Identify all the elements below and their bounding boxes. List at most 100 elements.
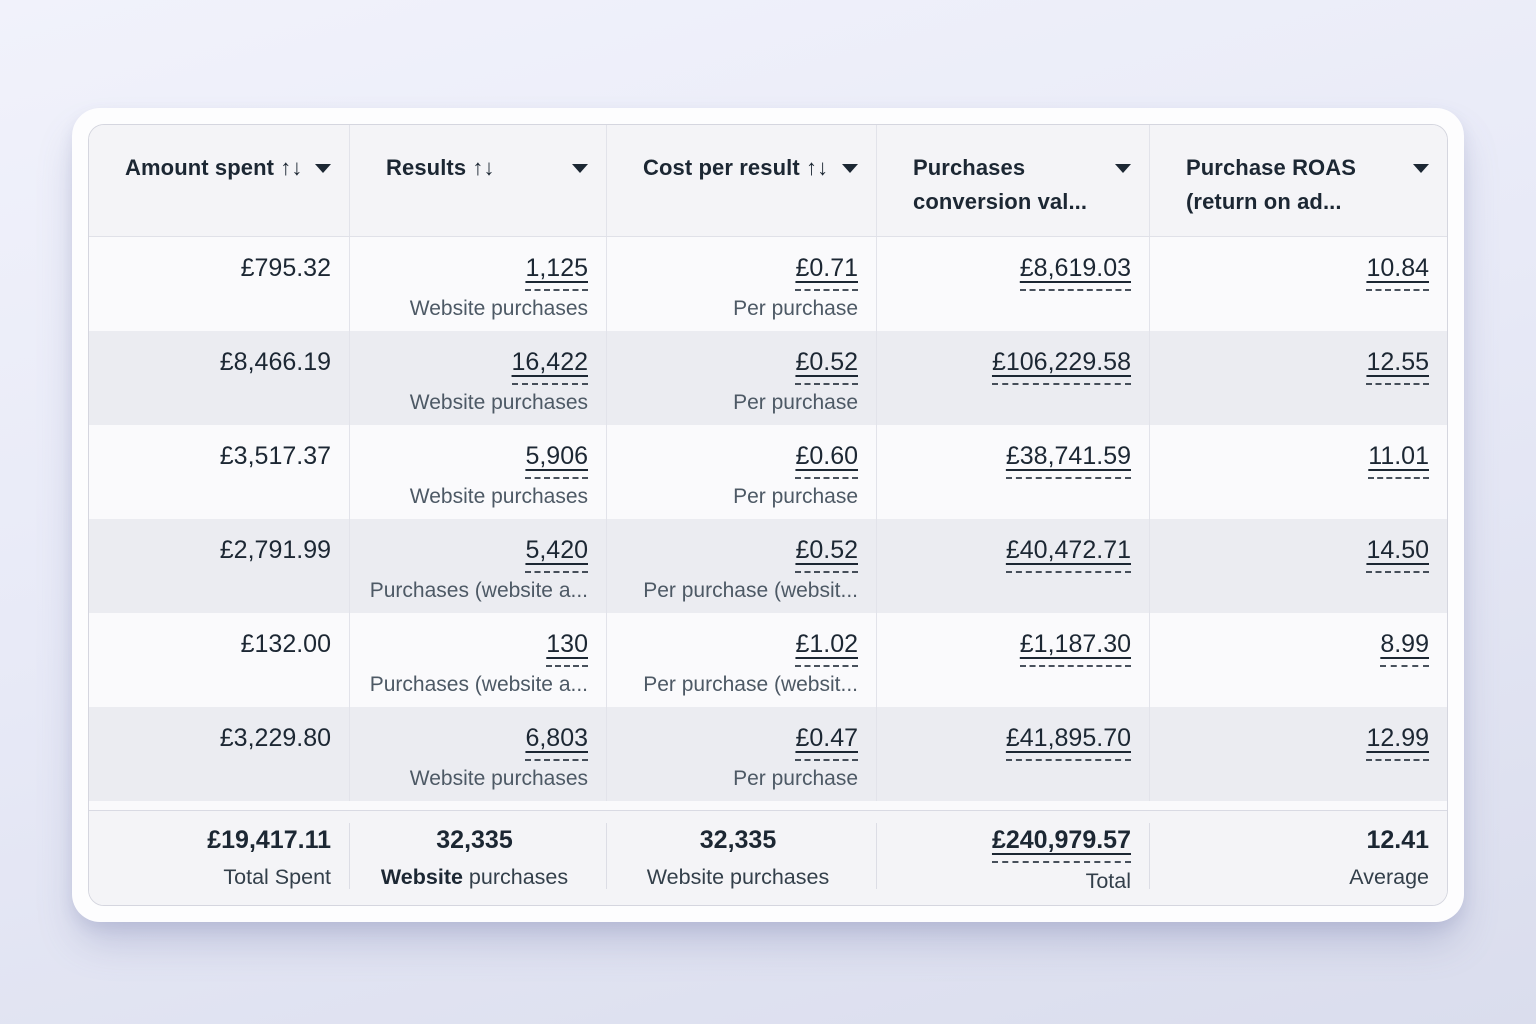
average-roas-label: Average bbox=[1349, 864, 1429, 889]
column-label: Purchase ROAS (return on ad... bbox=[1186, 155, 1357, 214]
total-cost-per-result-value: 32,335 bbox=[699, 825, 777, 854]
table-header-row: Amount spent ↑↓ Results ↑↓ Cost per resu… bbox=[89, 125, 1447, 237]
conversion-value-link[interactable]: £40,472.71 bbox=[1005, 531, 1131, 573]
conversion-value-link[interactable]: £41,895.70 bbox=[1005, 719, 1131, 761]
cost-per-result-type-label: Per purchase (websit... bbox=[643, 579, 858, 602]
conversion-value-link[interactable]: £8,619.03 bbox=[1019, 249, 1131, 291]
cost-per-result-cell: £1.02 Per purchase (websit... bbox=[606, 613, 876, 707]
purchase-roas-cell: 12.99 bbox=[1149, 707, 1447, 801]
results-cell: 1,125 Website purchases bbox=[349, 237, 606, 331]
total-conversion-value-label: Total bbox=[1085, 868, 1131, 893]
column-label: Purchases conversion val... bbox=[913, 155, 1088, 214]
conversion-value-link[interactable]: £38,741.59 bbox=[1005, 437, 1131, 479]
amount-spent-cell: £132.00 bbox=[89, 613, 349, 707]
results-type-label: Website purchases bbox=[409, 297, 588, 320]
purchase-roas-value-link[interactable]: 14.50 bbox=[1366, 531, 1429, 573]
amount-spent-value: £3,517.37 bbox=[219, 442, 331, 470]
results-value-link[interactable]: 1,125 bbox=[525, 249, 588, 291]
amount-spent-cell: £3,517.37 bbox=[89, 425, 349, 519]
conversion-value-cell: £8,619.03 bbox=[876, 237, 1149, 331]
conversion-value-link[interactable]: £106,229.58 bbox=[991, 343, 1131, 385]
results-type-label: Website purchases bbox=[409, 767, 588, 790]
column-header-results[interactable]: Results ↑↓ bbox=[349, 125, 606, 236]
table-row: £8,466.19 16,422 Website purchases £0.52 P… bbox=[89, 331, 1447, 425]
column-header-amount-spent[interactable]: Amount spent ↑↓ bbox=[89, 125, 349, 236]
amount-spent-value: £132.00 bbox=[240, 630, 331, 658]
cost-per-result-value-link[interactable]: £0.60 bbox=[795, 437, 858, 479]
conversion-value-cell: £40,472.71 bbox=[876, 519, 1149, 613]
total-cost-per-result-label: Website purchases bbox=[646, 864, 830, 889]
cost-per-result-value-link[interactable]: £0.52 bbox=[795, 343, 858, 385]
table-row: £132.00 130 Purchases (website a... £1.02… bbox=[89, 613, 1447, 707]
metrics-table-card: Amount spent ↑↓ Results ↑↓ Cost per resu… bbox=[72, 108, 1464, 922]
purchase-roas-value-link[interactable]: 8.99 bbox=[1380, 625, 1429, 667]
purchase-roas-cell: 10.84 bbox=[1149, 237, 1447, 331]
results-type-label: Purchases (website a... bbox=[369, 579, 588, 602]
total-results-label-rest: purchases bbox=[462, 864, 569, 889]
results-cell: 16,422 Website purchases bbox=[349, 331, 606, 425]
average-roas-value: 12.41 bbox=[1366, 825, 1429, 854]
results-value-link[interactable]: 6,803 bbox=[525, 719, 588, 761]
table-row: £3,517.37 5,906 Website purchases £0.60 Pe… bbox=[89, 425, 1447, 519]
cost-per-result-cell: £0.52 Per purchase bbox=[606, 331, 876, 425]
table-totals-row: £19,417.11 Total Spent 32,335 Website pu… bbox=[89, 809, 1447, 906]
ads-metrics-table: Amount spent ↑↓ Results ↑↓ Cost per resu… bbox=[88, 124, 1448, 906]
amount-spent-value: £2,791.99 bbox=[219, 536, 331, 564]
total-cost-per-result-cell: 32,335 Website purchases bbox=[606, 811, 876, 906]
cost-per-result-value-link[interactable]: £0.52 bbox=[795, 531, 858, 573]
column-menu-chevron-down-icon[interactable] bbox=[315, 164, 331, 173]
cost-per-result-type-label: Per purchase (websit... bbox=[643, 673, 858, 696]
cost-per-result-type-label: Per purchase bbox=[733, 485, 858, 508]
amount-spent-value: £3,229.80 bbox=[219, 724, 331, 752]
results-type-label: Website purchases bbox=[409, 391, 588, 414]
column-header-purchases-conversion-value[interactable]: Purchases conversion val... bbox=[876, 125, 1149, 236]
results-value-link[interactable]: 130 bbox=[546, 625, 588, 667]
average-roas-cell: 12.41 Average bbox=[1149, 811, 1447, 906]
cost-per-result-value-link[interactable]: £1.02 bbox=[795, 625, 858, 667]
purchase-roas-value-link[interactable]: 10.84 bbox=[1366, 249, 1429, 291]
conversion-value-cell: £38,741.59 bbox=[876, 425, 1149, 519]
cost-per-result-type-label: Per purchase bbox=[733, 767, 858, 790]
results-value-link[interactable]: 5,420 bbox=[525, 531, 588, 573]
table-row: £2,791.99 5,420 Purchases (website a... £… bbox=[89, 519, 1447, 613]
purchase-roas-cell: 12.55 bbox=[1149, 331, 1447, 425]
results-type-label: Website purchases bbox=[409, 485, 588, 508]
total-results-label-strong: Website bbox=[380, 864, 463, 889]
column-label: Results ↑↓ bbox=[386, 155, 495, 180]
purchase-roas-value-link[interactable]: 12.55 bbox=[1366, 343, 1429, 385]
total-conversion-value-cell: £240,979.57 Total bbox=[876, 811, 1149, 906]
column-menu-chevron-down-icon[interactable] bbox=[572, 164, 588, 173]
results-cell: 5,420 Purchases (website a... bbox=[349, 519, 606, 613]
total-spent-value: £19,417.11 bbox=[207, 825, 331, 854]
purchase-roas-cell: 14.50 bbox=[1149, 519, 1447, 613]
amount-spent-cell: £795.32 bbox=[89, 237, 349, 331]
results-type-label: Purchases (website a... bbox=[369, 673, 588, 696]
purchase-roas-cell: 11.01 bbox=[1149, 425, 1447, 519]
results-value-link[interactable]: 16,422 bbox=[511, 343, 588, 385]
amount-spent-cell: £8,466.19 bbox=[89, 331, 349, 425]
cost-per-result-cell: £0.71 Per purchase bbox=[606, 237, 876, 331]
total-results-label: Website purchases bbox=[361, 861, 588, 893]
cost-per-result-value-link[interactable]: £0.47 bbox=[795, 719, 858, 761]
column-menu-chevron-down-icon[interactable] bbox=[842, 164, 858, 173]
results-cell: 5,906 Website purchases bbox=[349, 425, 606, 519]
table-body: £795.32 1,125 Website purchases £0.71 Per … bbox=[89, 237, 1447, 810]
conversion-value-cell: £106,229.58 bbox=[876, 331, 1149, 425]
column-menu-chevron-down-icon[interactable] bbox=[1115, 164, 1131, 173]
column-menu-chevron-down-icon[interactable] bbox=[1413, 164, 1429, 173]
column-header-cost-per-result[interactable]: Cost per result ↑↓ bbox=[606, 125, 876, 236]
conversion-value-cell: £1,187.30 bbox=[876, 613, 1149, 707]
purchase-roas-value-link[interactable]: 12.99 bbox=[1366, 719, 1429, 761]
results-cell: 6,803 Website purchases bbox=[349, 707, 606, 801]
results-value-link[interactable]: 5,906 bbox=[525, 437, 588, 479]
cost-per-result-value-link[interactable]: £0.71 bbox=[795, 249, 858, 291]
column-label: Cost per result ↑↓ bbox=[643, 155, 829, 180]
table-row: £3,229.80 6,803 Website purchases £0.47 Pe… bbox=[89, 707, 1447, 801]
amount-spent-cell: £3,229.80 bbox=[89, 707, 349, 801]
cost-per-result-cell: £0.47 Per purchase bbox=[606, 707, 876, 801]
total-conversion-value-link[interactable]: £240,979.57 bbox=[991, 821, 1131, 863]
conversion-value-link[interactable]: £1,187.30 bbox=[1019, 625, 1131, 667]
column-header-purchase-roas[interactable]: Purchase ROAS (return on ad... bbox=[1149, 125, 1447, 236]
column-label: Amount spent ↑↓ bbox=[125, 155, 303, 180]
purchase-roas-value-link[interactable]: 11.01 bbox=[1368, 437, 1429, 479]
